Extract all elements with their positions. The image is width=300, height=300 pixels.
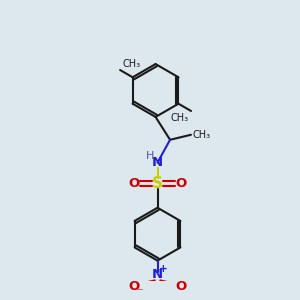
Text: CH₃: CH₃ [122,58,140,69]
Text: CH₃: CH₃ [193,130,211,140]
Text: O: O [175,280,187,293]
Text: O: O [128,177,140,190]
Text: O: O [176,177,187,190]
Text: CH₃: CH₃ [171,113,189,123]
Text: N: N [152,156,163,169]
Text: S: S [152,176,163,191]
Text: O: O [128,280,140,293]
Text: H: H [146,152,154,161]
Text: ⁻: ⁻ [136,286,143,299]
Text: +: + [159,264,167,274]
Text: N: N [152,268,163,281]
